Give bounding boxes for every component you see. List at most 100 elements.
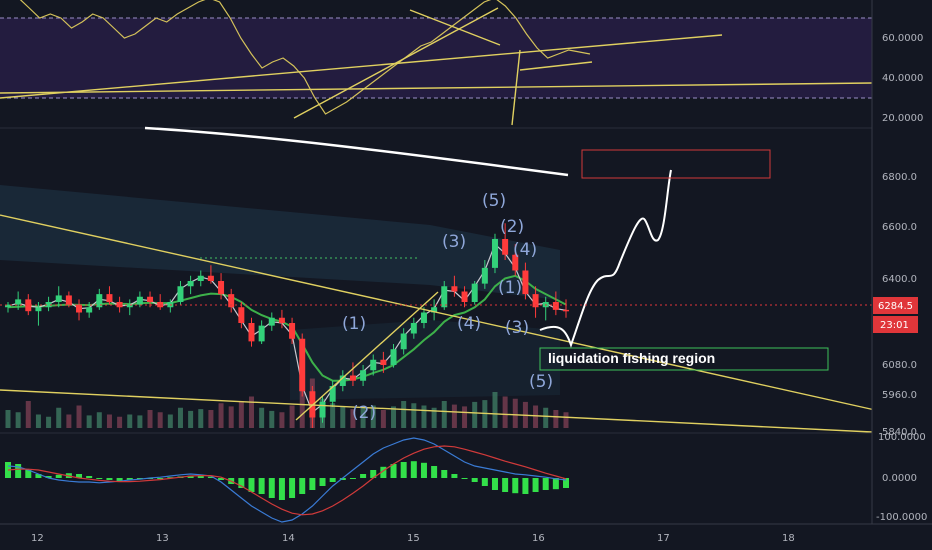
wave-label: (3) xyxy=(442,232,466,252)
candle xyxy=(96,288,103,310)
candle xyxy=(86,302,93,318)
candle xyxy=(319,396,326,423)
candle xyxy=(218,273,225,300)
countdown-badge xyxy=(873,316,918,333)
volume-bar xyxy=(340,406,346,428)
macd-histogram-bar xyxy=(15,464,22,478)
candle xyxy=(157,294,164,310)
volume-bar xyxy=(462,406,468,428)
candle xyxy=(187,275,194,295)
candle-body xyxy=(390,349,397,365)
volume-bar xyxy=(401,401,407,428)
candle xyxy=(289,317,296,344)
macd-histogram-bar xyxy=(502,478,509,492)
candle-body xyxy=(35,307,42,312)
macd-histogram-bar xyxy=(481,478,488,486)
volume-bar xyxy=(147,410,153,428)
candle-body xyxy=(563,309,569,312)
candle xyxy=(380,351,387,373)
osc-trendline-4 xyxy=(409,9,501,46)
candle xyxy=(441,281,448,310)
candle xyxy=(126,299,133,316)
candle xyxy=(197,270,204,287)
candle-body xyxy=(299,338,306,392)
macd-histogram-bar xyxy=(268,478,275,498)
volume-bar xyxy=(218,403,224,428)
candle-body xyxy=(116,302,123,308)
time-axis[interactable]: 12 13 14 15 16 17 18 xyxy=(0,523,932,544)
candle xyxy=(106,286,113,305)
candle xyxy=(410,317,417,339)
candle xyxy=(431,299,438,321)
candle-body xyxy=(400,333,407,350)
time-tick: 18 xyxy=(782,533,795,544)
price-tick: 6400.0 xyxy=(882,274,917,285)
candle xyxy=(420,307,427,329)
price-tick: 6600.0 xyxy=(882,222,917,233)
candle xyxy=(268,312,275,331)
wave-label: (3) xyxy=(505,318,529,338)
target-box xyxy=(581,149,771,179)
macd-histogram-bar xyxy=(552,478,559,490)
candle xyxy=(512,244,519,276)
countdown-label: 23:01 xyxy=(880,320,909,331)
volume-bar xyxy=(66,414,72,428)
volume-bar xyxy=(533,405,539,428)
macd-histogram-bar xyxy=(319,478,326,486)
wave-label: (2) xyxy=(500,217,524,237)
wave-label: (5) xyxy=(529,372,553,392)
macd-histogram-bar xyxy=(238,478,245,488)
price-tick: 6800.0 xyxy=(882,172,917,183)
time-tick: 13 xyxy=(156,533,169,544)
volume-bar xyxy=(380,410,386,428)
macd-tick: -100.0000 xyxy=(876,512,927,523)
candle xyxy=(400,328,407,355)
volume-bar xyxy=(46,416,52,428)
candle xyxy=(15,291,22,310)
oscillator-panel xyxy=(0,0,873,126)
candle-body xyxy=(55,295,62,302)
macd-panel xyxy=(5,437,569,523)
macd-histogram-bar xyxy=(126,478,133,480)
volume-bar xyxy=(289,405,295,428)
candle-body xyxy=(96,294,103,308)
last-price-label: 6284.5 xyxy=(878,301,913,312)
volume-bars xyxy=(5,378,569,428)
macd-histogram-bar xyxy=(248,478,255,492)
cloud-band xyxy=(0,185,560,300)
macd-histogram-bar xyxy=(278,478,285,500)
wave-label: (1) xyxy=(498,278,522,298)
candle-body xyxy=(238,307,245,323)
macd-histogram-bar xyxy=(471,478,478,482)
price-axis[interactable]: 60.0000 40.0000 20.0000 6800.0 6600.0 64… xyxy=(871,0,932,550)
candle-body xyxy=(15,299,22,305)
cloud-lower xyxy=(290,320,560,400)
volume-bar xyxy=(86,415,92,428)
macd-histogram-bar xyxy=(370,470,377,478)
macd-histogram-bar xyxy=(197,476,204,478)
price-tick: 5840.0 xyxy=(882,427,917,438)
volume-bar xyxy=(248,396,254,428)
macd-histogram-bar xyxy=(25,470,32,478)
volume-bar xyxy=(106,414,112,428)
volume-bar xyxy=(360,407,366,428)
volume-bar xyxy=(76,405,82,428)
candle xyxy=(65,291,72,308)
volume-bar xyxy=(441,401,447,428)
volume-bar xyxy=(563,412,569,428)
candle xyxy=(502,223,509,260)
candle-body xyxy=(410,323,417,334)
candle-body xyxy=(86,307,93,313)
macd-line xyxy=(7,437,567,523)
macd-tick: 0.0000 xyxy=(882,473,917,484)
osc-tick: 20.0000 xyxy=(882,113,923,124)
wave-label: (1) xyxy=(342,314,366,334)
candle xyxy=(177,281,184,305)
volume-bar xyxy=(177,407,183,428)
macd-histogram-bar xyxy=(451,474,458,478)
volume-bar xyxy=(350,409,356,428)
candle xyxy=(248,317,255,347)
trendline-channel xyxy=(295,291,439,421)
candle-body xyxy=(126,304,133,308)
